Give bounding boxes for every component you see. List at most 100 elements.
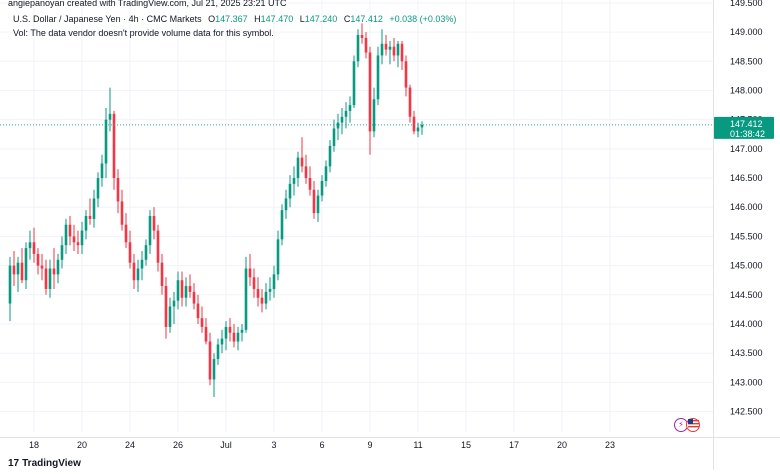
candle-body (108, 113, 112, 120)
candle-body (140, 259, 144, 269)
candle-body (36, 253, 40, 266)
symbol-label[interactable]: U.S. Dollar / Japanese Yen · 4h · CMC Ma… (13, 14, 202, 24)
candle-body (284, 198, 288, 211)
candle-body (332, 128, 336, 146)
attribution-text: angiepanoyan created with TradingView.co… (8, 0, 287, 8)
candle-body (72, 236, 76, 243)
candle-body (236, 332, 240, 342)
x-tick-label: 20 (77, 440, 87, 450)
close-value: 147.412 (350, 14, 383, 24)
candle-body (336, 122, 340, 129)
candle-body (132, 262, 136, 281)
x-tick-label: 24 (125, 440, 135, 450)
candle-body (328, 145, 332, 167)
candle-body (56, 259, 60, 275)
candle-body (168, 306, 172, 327)
x-tick-label: 17 (509, 440, 519, 450)
x-tick-label: 23 (605, 440, 615, 450)
candle-body (64, 224, 68, 246)
candle-body (92, 198, 96, 219)
candle-body (152, 216, 156, 231)
candle-body (392, 46, 396, 56)
candle-body (408, 87, 412, 117)
candle-body (308, 178, 312, 190)
y-tick-label: 148.000 (730, 85, 763, 95)
x-tick-label: 18 (29, 440, 39, 450)
last-price-text: 147.412 (730, 119, 763, 129)
candle-body (180, 280, 184, 298)
candle-body (204, 326, 208, 342)
candle-body (144, 245, 148, 260)
candle-body (188, 286, 192, 292)
us-flag-icon[interactable] (686, 418, 700, 432)
candle-body (232, 332, 236, 342)
candle-body (100, 163, 104, 179)
x-tick-label: 9 (367, 440, 372, 450)
candle-body (416, 127, 420, 132)
candle-body (156, 230, 160, 263)
candle-body (148, 216, 152, 246)
y-tick-label: 146.500 (730, 173, 763, 183)
countdown-text: 01:38:42 (730, 129, 765, 139)
candle-body (112, 113, 116, 179)
candle-body (344, 110, 348, 117)
flash-icon[interactable]: ⚡ (674, 418, 688, 432)
y-tick-label: 144.000 (730, 319, 763, 329)
candle-body (208, 341, 212, 380)
tradingview-logo-mark: 17 (8, 458, 20, 469)
candle-body (196, 303, 200, 319)
candle-body (12, 265, 16, 275)
event-markers: ⚡ (674, 418, 704, 432)
y-tick-label: 145.500 (730, 231, 763, 241)
candle-body (296, 157, 300, 179)
candle-body (120, 201, 124, 225)
candle-body (272, 274, 276, 289)
candle-body (96, 178, 100, 199)
candle-body (184, 286, 188, 298)
x-tick-label: 15 (461, 440, 471, 450)
x-tick-label: Jul (220, 440, 232, 450)
candle-body (128, 242, 132, 263)
candle-body (312, 189, 316, 214)
candle-body (216, 344, 220, 360)
candle-body (172, 300, 176, 307)
candle-body (8, 265, 12, 304)
ohlc-header: U.S. Dollar / Japanese Yen · 4h · CMC Ma… (13, 14, 456, 24)
candle-body (228, 326, 232, 333)
last-price-badge (714, 116, 774, 139)
candle-body (380, 43, 384, 56)
candle-body (160, 262, 164, 287)
candle-body (364, 37, 368, 53)
candle-body (384, 43, 388, 50)
candle-body (176, 280, 180, 301)
open-value: 147.367 (215, 14, 248, 24)
x-tick-label: 26 (173, 440, 183, 450)
low-value: 147.240 (304, 14, 338, 24)
y-tick-label: 147.000 (730, 144, 763, 154)
candle-body (248, 268, 252, 278)
candle-body (224, 326, 228, 339)
candle-body (404, 61, 408, 88)
tradingview-logo[interactable]: 17 TradingView (8, 458, 81, 469)
candle-body (16, 262, 20, 275)
candle-body (240, 329, 244, 333)
candle-body (76, 242, 80, 246)
candle-body (20, 262, 24, 281)
y-tick-label: 143.000 (730, 377, 763, 387)
candle-body (104, 119, 108, 164)
candle-body (32, 242, 36, 254)
candle-body (376, 55, 380, 100)
candle-body (372, 99, 376, 132)
candle-body (220, 338, 224, 345)
candle-body (316, 195, 320, 214)
candle-body (256, 288, 260, 298)
candle-body (80, 230, 84, 246)
candle-body (260, 297, 264, 304)
candle-body (348, 105, 352, 111)
candle-body (212, 359, 216, 380)
x-tick-label: 6 (319, 440, 324, 450)
high-label: H (254, 14, 261, 24)
y-tick-label: 143.500 (730, 348, 763, 358)
